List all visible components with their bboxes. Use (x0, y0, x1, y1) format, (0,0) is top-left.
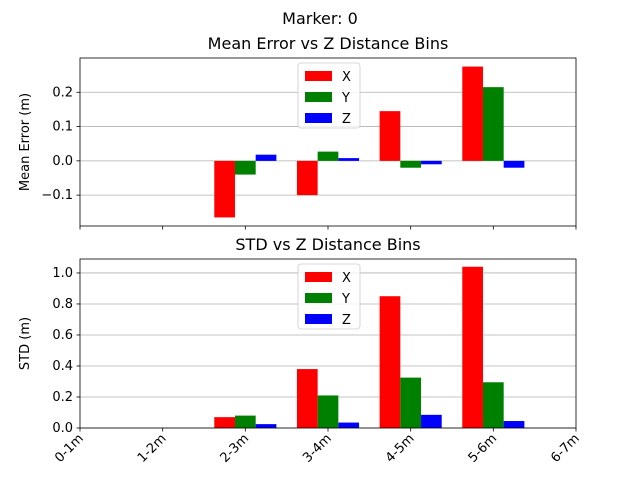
bar-z-3-4m (338, 422, 360, 428)
y-axis-label: Mean Error (m) (18, 93, 33, 191)
bar-y-5-6m (482, 382, 504, 428)
x-tick-label: 3-4m (300, 431, 335, 466)
figure-suptitle: Marker: 0 (282, 9, 358, 28)
legend-swatch-y (305, 293, 332, 303)
bar-y-5-6m (482, 87, 504, 161)
bar-y-3-4m (317, 395, 339, 428)
y-tick-label: 0.4 (52, 359, 73, 374)
bar-x-5-6m (462, 66, 483, 161)
y-axis-label: STD (m) (18, 317, 33, 370)
bar-x-4-5m (379, 296, 401, 428)
legend-swatch-z (305, 314, 332, 324)
legend-swatch-z (305, 113, 332, 123)
y-tick-label: 0.2 (52, 390, 73, 405)
x-tick-label: 6-7m (548, 431, 583, 466)
x-tick-label: 4-5m (383, 431, 418, 466)
y-tick-label: 0.8 (52, 297, 73, 312)
y-tick-label: 0.0 (52, 154, 73, 169)
bar-z-2-3m (255, 154, 277, 161)
bar-z-4-5m (421, 160, 442, 165)
bar-z-5-6m (503, 421, 525, 428)
legend-label-x: X (342, 70, 351, 85)
legend-label-x: X (342, 271, 351, 286)
mean-error-chart: Mean Error vs Z Distance Bins −0.1 0.0 0.1 0… (18, 34, 577, 230)
bar-y-3-4m (317, 151, 339, 161)
y-tick-label: 0.0 (52, 421, 73, 436)
x-tick-label: 1-2m (135, 431, 170, 466)
x-tick-label: 0-1m (52, 431, 87, 466)
bar-x-2-3m (214, 160, 235, 218)
legend-label-y: Y (341, 91, 350, 106)
legend-swatch-y (305, 92, 332, 102)
y-tick-label: 0.1 (52, 120, 73, 135)
legend-label-y: Y (341, 292, 350, 307)
x-tick-label: 5-6m (466, 431, 501, 466)
legend-label-z: Z (342, 313, 351, 328)
bar-x-3-4m (296, 160, 318, 196)
bar-z-4-5m (421, 414, 442, 428)
y-tick-label: 1.0 (52, 266, 73, 281)
chart-title: STD vs Z Distance Bins (235, 235, 420, 254)
bar-z-5-6m (503, 160, 525, 168)
legend-swatch-x (305, 71, 332, 81)
chart-title: Mean Error vs Z Distance Bins (208, 34, 449, 53)
bar-y-4-5m (400, 160, 422, 168)
bar-z-2-3m (255, 424, 277, 428)
y-tick-label: −0.1 (41, 188, 73, 203)
legend-swatch-x (305, 272, 332, 282)
bar-x-3-4m (296, 369, 318, 428)
y-tick-label: 0.2 (52, 85, 73, 100)
bar-x-4-5m (379, 111, 401, 161)
bar-x-5-6m (462, 266, 483, 428)
bar-y-2-3m (234, 160, 256, 175)
x-tick-label: 2-3m (218, 431, 253, 466)
legend-label-z: Z (342, 112, 351, 127)
y-tick-label: 0.6 (52, 328, 73, 343)
bar-y-4-5m (400, 377, 422, 428)
std-chart: STD vs Z Distance Bins 0.0 0.2 0.4 0.6 0.8 1.0… (18, 235, 583, 466)
bar-y-2-3m (234, 415, 256, 428)
bar-z-3-4m (338, 158, 360, 161)
bar-x-2-3m (214, 417, 235, 428)
